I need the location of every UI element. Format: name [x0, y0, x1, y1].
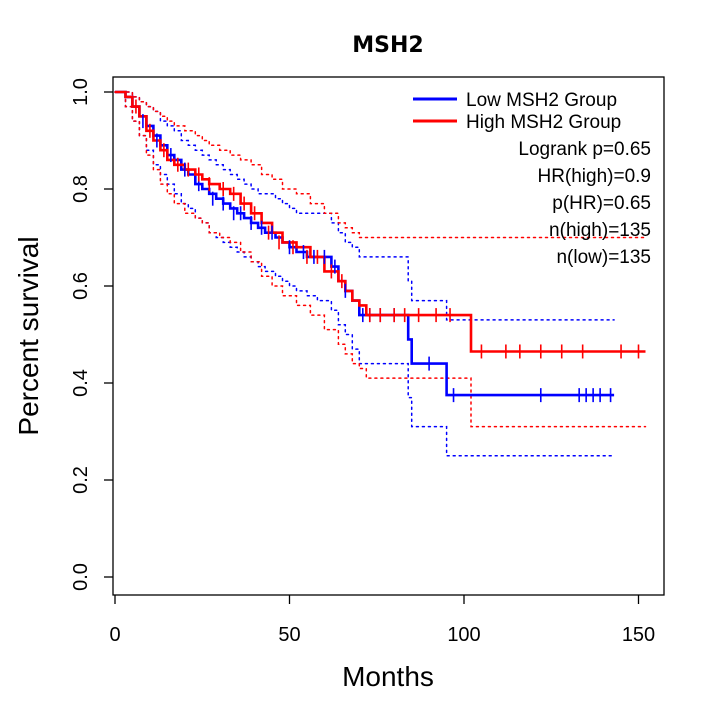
x-axis-label: Months [342, 661, 434, 692]
y-axis-label: Percent survival [13, 236, 44, 435]
plot-frame [112, 76, 665, 596]
y-tick-label: 1.0 [70, 78, 92, 106]
axes: 0 50 100 150 0.0 0.2 0.4 0.6 0.8 1.0 [70, 78, 655, 646]
censor-marks [135, 99, 640, 403]
ci-upper-low [114, 91, 615, 321]
y-tick-label: 0.6 [70, 272, 92, 300]
y-tick-label: 0.8 [70, 175, 92, 203]
stat-p-hr: p(HR)=0.65 [552, 193, 651, 214]
stat-hr: HR(high)=0.9 [537, 166, 651, 187]
ci-lower-high [114, 91, 647, 428]
ci-upper-high [114, 91, 647, 239]
stat-logrank: Logrank p=0.65 [518, 139, 651, 160]
y-tick-label: 0.0 [70, 563, 92, 591]
x-tick-label: 100 [447, 624, 480, 646]
confidence-bands [114, 91, 647, 457]
legend: Low MSH2 Group High MSH2 Group Logrank p… [413, 90, 651, 268]
x-tick-label: 150 [622, 624, 655, 646]
legend-label-low: Low MSH2 Group [466, 90, 617, 111]
survival-curve-low [115, 90, 615, 397]
y-tick-label: 0.4 [70, 369, 92, 397]
survival-curves [115, 90, 646, 397]
stat-n-high: n(high)=135 [549, 220, 651, 241]
stat-n-low: n(low)=135 [556, 247, 651, 268]
legend-label-high: High MSH2 Group [466, 112, 621, 133]
chart-title: MSH2 [352, 33, 423, 58]
y-tick-label: 0.2 [70, 466, 92, 494]
x-tick-label: 50 [278, 624, 300, 646]
x-tick-label: 0 [109, 624, 120, 646]
